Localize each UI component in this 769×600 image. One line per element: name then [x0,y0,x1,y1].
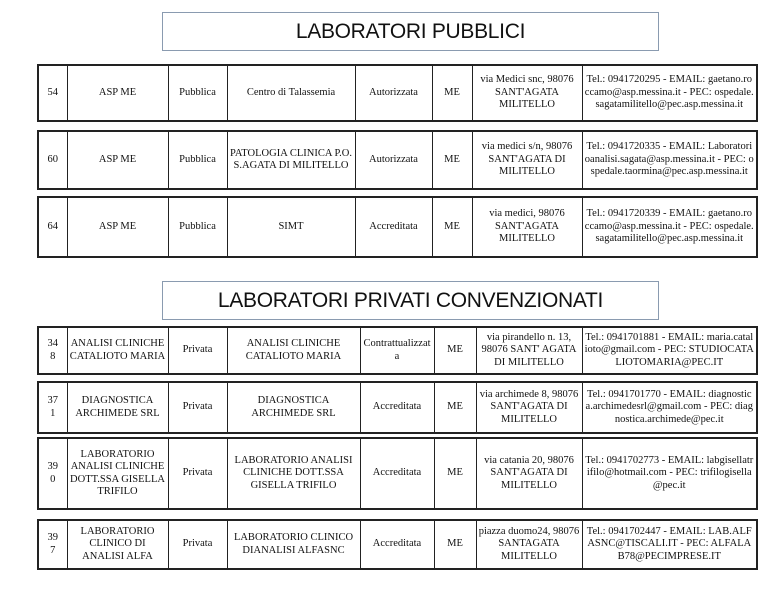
cell-prov: ME [431,131,472,189]
cell-prov: ME [433,382,476,433]
cell-indirizzo: via catania 20, 98076 SANT'AGATA DI MILI… [475,438,582,509]
cell-ente: DIAGNOSTICA ARCHIMEDE SRL [66,382,168,433]
cell-nome: Centro di Talassemia [226,65,355,121]
cell-stato: Accreditata [354,197,432,257]
cell-id: 371 [47,395,59,419]
cell-id: 54 [47,86,59,98]
cell-tipo: Pubblica [167,131,227,189]
cell-contatti: Tel.: 0941701881 - EMAIL: maria.cataliot… [581,327,757,374]
cell-contatti: Tel.: 0941701770 - EMAIL: diagnostica.ar… [581,382,757,433]
cell-id: 64 [47,220,59,232]
cell-indirizzo: via pirandello n. 13, 98076 SANT' AGATA … [475,327,582,374]
cell-stato: Accreditata [359,520,434,569]
cell-contatti: Tel.: 0941702447 - EMAIL: LAB.ALFASNC@TI… [581,520,757,569]
private-lab-row: 397 LABORATORIO CLINICO DI ANALISI ALFA Pr… [37,519,758,570]
cell-indirizzo: via Medici snc, 98076 SANT'AGATA MILITEL… [471,65,582,121]
cell-indirizzo: via archimede 8, 98076 SANT'AGATA DI MIL… [475,382,582,433]
cell-tipo: Privata [167,520,227,569]
private-lab-row: 371 DIAGNOSTICA ARCHIMEDE SRL Privata DIAGN… [37,381,758,434]
cell-stato: Accreditata [359,382,434,433]
cell-id: 348 [47,338,59,362]
public-lab-row: 64 ASP ME Pubblica SIMT Accreditata ME via med… [37,196,758,258]
cell-ente: ASP ME [66,65,168,121]
cell-indirizzo: piazza duomo24, 98076 SANTAGATA MILITELL… [475,520,582,569]
cell-contatti: Tel.: 0941720335 - EMAIL: Laboratorioana… [581,131,757,189]
cell-stato: Accreditata [359,438,434,509]
cell-prov: ME [433,438,476,509]
cell-ente: ASP ME [66,197,168,257]
public-lab-row: 54 ASP ME Pubblica Centro di Talassemia Auto… [37,64,758,122]
cell-tipo: Privata [167,382,227,433]
private-labs-title: LABORATORI PRIVATI CONVENZIONATI [162,281,659,320]
private-lab-row: 390 LABORATORIO ANALISI CLINICHE DOTT.SSA… [37,437,758,510]
cell-contatti: Tel.: 0941720339 - EMAIL: gaetano.roccam… [581,197,757,257]
cell-ente: LABORATORIO ANALISI CLINICHE DOTT.SSA GI… [66,438,168,509]
cell-id: 397 [47,532,59,556]
cell-ente: ASP ME [66,131,168,189]
cell-id: 390 [47,461,59,485]
cell-tipo: Pubblica [167,197,227,257]
cell-nome: ANALISI CLINICHE CATALIOTO MARIA [226,327,360,374]
cell-stato: Autorizzata [354,65,432,121]
cell-nome: LABORATORIO ANALISI CLINICHE DOTT.SSA GI… [226,438,360,509]
cell-indirizzo: via medici s/n, 98076 SANT'AGATA DI MILI… [471,131,582,189]
cell-contatti: Tel.: 0941702773 - EMAIL: labgisellatrif… [581,438,757,509]
cell-tipo: Pubblica [167,65,227,121]
cell-prov: ME [433,520,476,569]
cell-prov: ME [431,65,472,121]
cell-stato: Autorizzata [354,131,432,189]
cell-prov: ME [431,197,472,257]
public-labs-title: LABORATORI PUBBLICI [162,12,659,51]
cell-tipo: Privata [167,438,227,509]
private-lab-row: 348 ANALISI CLINICHE CATALIOTO MARIA Priva… [37,326,758,375]
cell-nome: LABORATORIO CLINICO DIANALISI ALFASNC [226,520,360,569]
cell-nome: SIMT [226,197,355,257]
cell-indirizzo: via medici, 98076 SANT'AGATA MILITELLO [471,197,582,257]
cell-ente: ANALISI CLINICHE CATALIOTO MARIA [66,327,168,374]
cell-tipo: Privata [167,327,227,374]
public-lab-row: 60 ASP ME Pubblica PATOLOGIA CLINICA P.O. S… [37,130,758,190]
cell-nome: DIAGNOSTICA ARCHIMEDE SRL [226,382,360,433]
cell-id: 60 [47,153,59,165]
cell-nome: PATOLOGIA CLINICA P.O. S.AGATA DI MILITE… [226,131,355,189]
cell-contatti: Tel.: 0941720295 - EMAIL: gaetano.roccam… [581,65,757,121]
cell-ente: LABORATORIO CLINICO DI ANALISI ALFA [66,520,168,569]
cell-stato: Contrattualizzata [359,327,434,374]
cell-prov: ME [433,327,476,374]
